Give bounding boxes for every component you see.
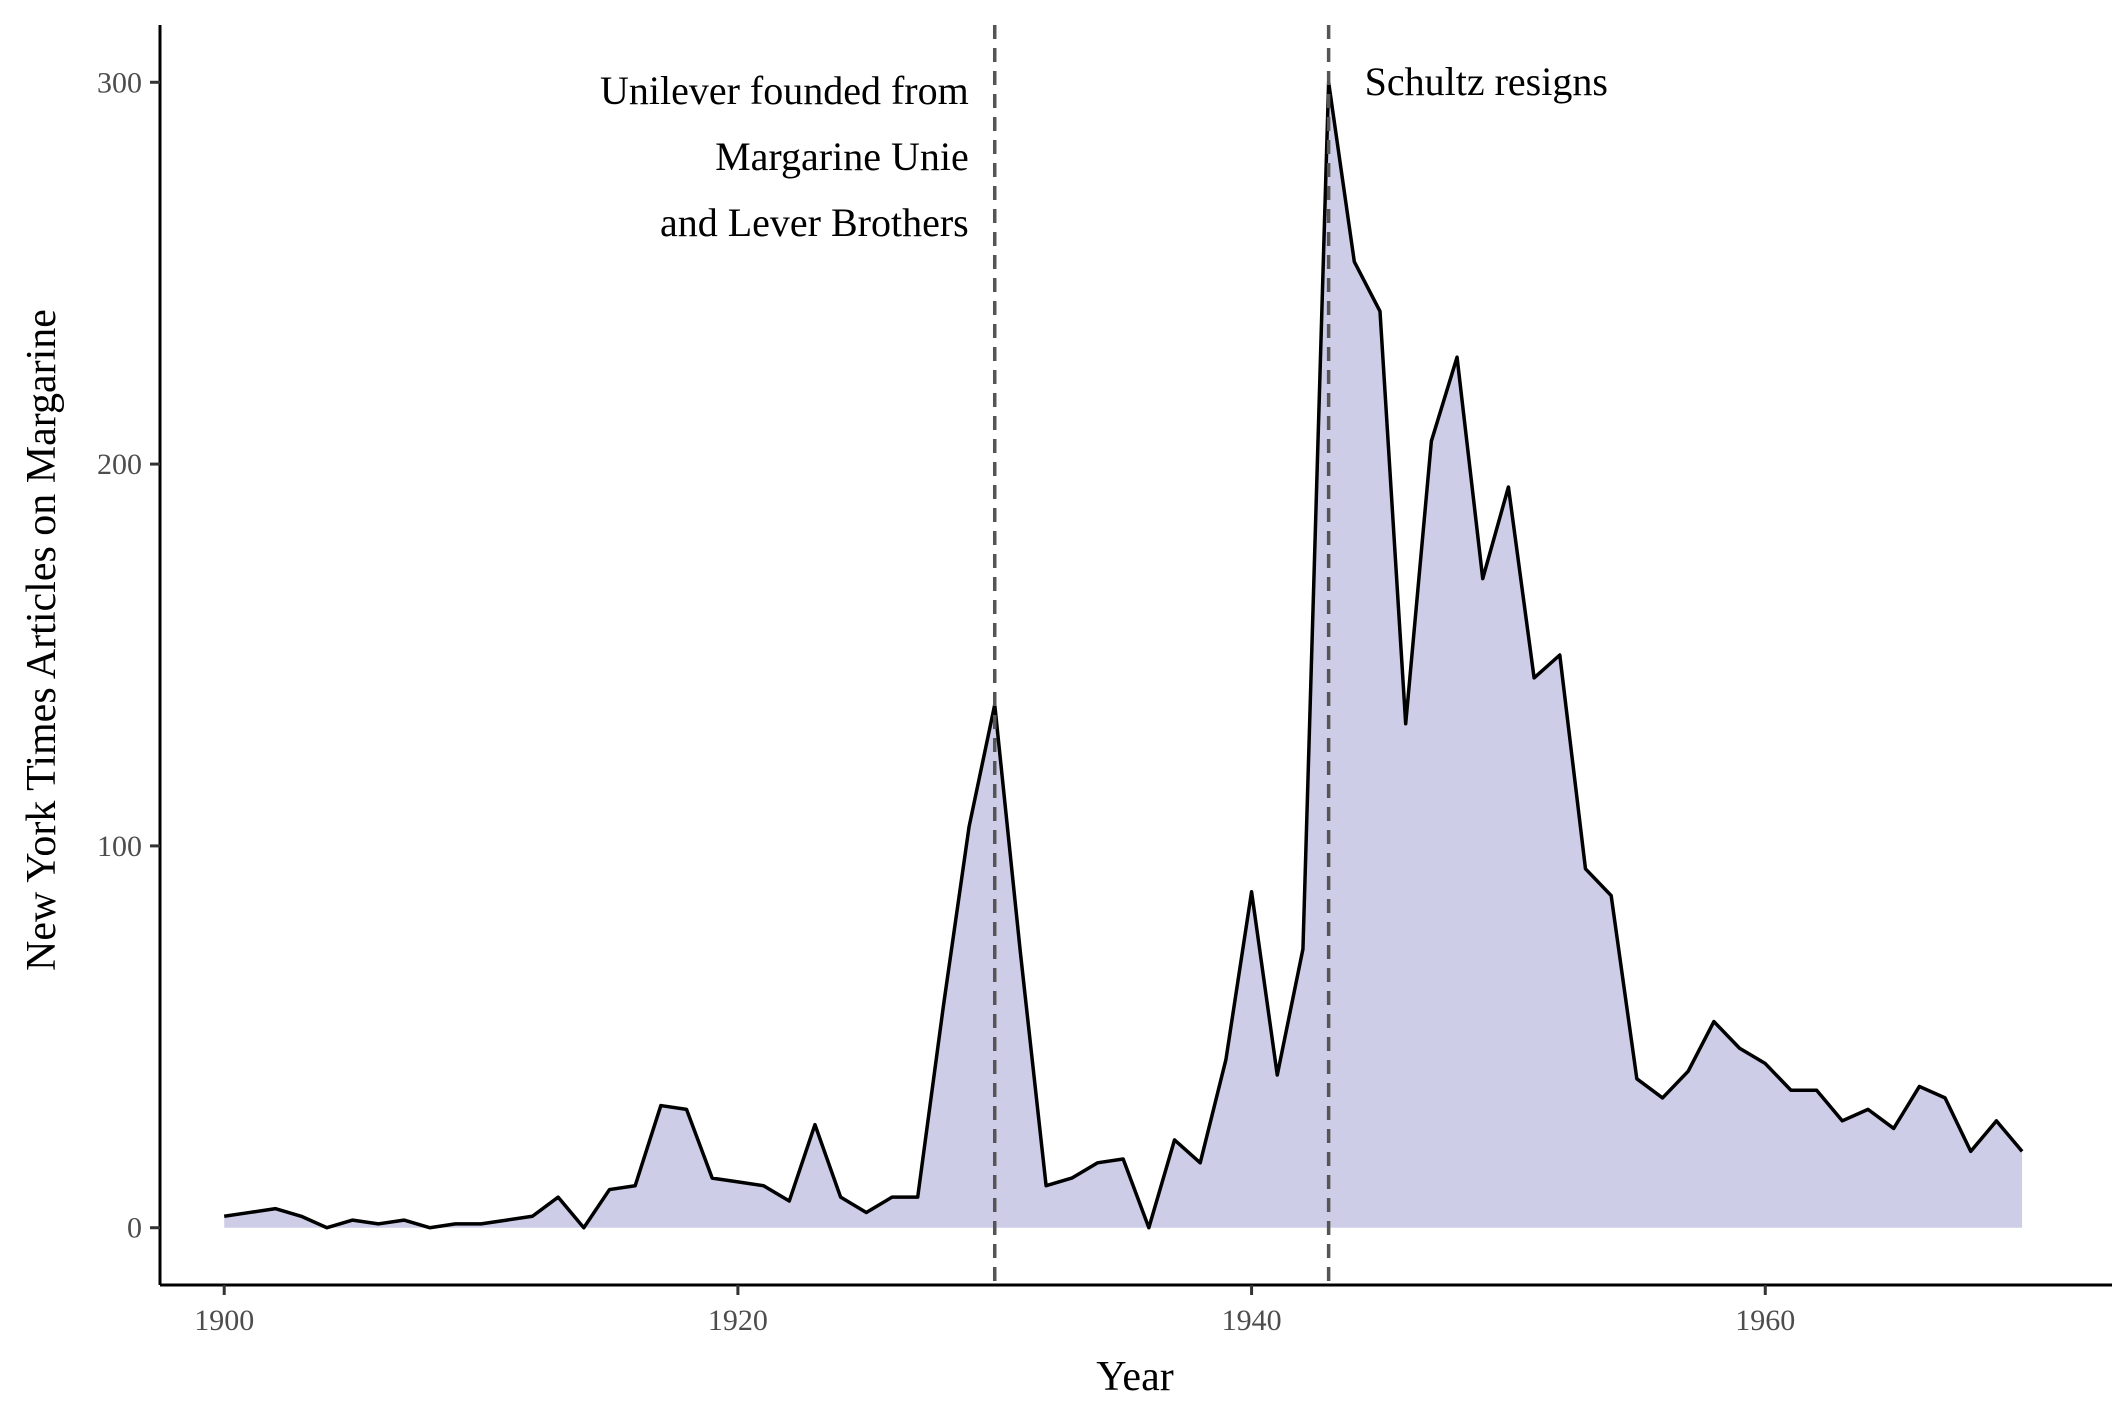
data-point-1915 (607, 1188, 611, 1192)
data-point-1955 (1635, 1077, 1639, 1081)
data-point-1963 (1840, 1119, 1844, 1123)
data-point-1926 (890, 1195, 894, 1199)
x-tick-label-1920: 1920 (708, 1304, 768, 1337)
data-point-1922 (787, 1199, 791, 1203)
data-point-1900 (222, 1214, 226, 1218)
data-point-1945 (1378, 309, 1382, 313)
data-point-1916 (633, 1184, 637, 1188)
data-point-1921 (762, 1184, 766, 1188)
series-line (223, 80, 2024, 1230)
y-tick-label-0: 0 (127, 1212, 142, 1245)
data-point-1925 (864, 1210, 868, 1214)
data-point-1944 (1352, 260, 1356, 264)
x-tick-label-1940: 1940 (1222, 1304, 1282, 1337)
data-point-1933 (1070, 1176, 1074, 1180)
data-point-1910 (479, 1222, 483, 1226)
data-point-1970 (2020, 1149, 2024, 1153)
data-point-1954 (1609, 894, 1613, 898)
label-layer: Unilever founded from Margarine Unie and L… (600, 59, 1608, 245)
data-point-1919 (710, 1176, 714, 1180)
data-point-1932 (1044, 1184, 1048, 1188)
data-point-1941 (1275, 1073, 1279, 1077)
data-point-1914 (582, 1226, 586, 1230)
data-point-1957 (1686, 1069, 1690, 1073)
data-point-1927 (916, 1195, 920, 1199)
data-point-1929 (967, 825, 971, 829)
data-point-1912 (530, 1214, 534, 1218)
data-point-1920 (736, 1180, 740, 1184)
data-point-1924 (839, 1195, 843, 1199)
data-point-1902 (274, 1207, 278, 1211)
x-tick-label-1960: 1960 (1735, 1304, 1795, 1337)
annotation-unilever-line-3: and Lever Brothers (660, 200, 969, 245)
data-point-1905 (351, 1218, 355, 1222)
data-point-1906 (376, 1222, 380, 1226)
data-point-1942 (1301, 947, 1305, 951)
data-point-1947 (1429, 439, 1433, 443)
x-axis-title: Year (1096, 1354, 1173, 1400)
area-fill (224, 82, 2023, 1228)
y-tick-label-300: 300 (97, 66, 142, 99)
data-point-1961 (1789, 1088, 1793, 1092)
data-point-1917 (659, 1104, 663, 1108)
data-point-1965 (1892, 1126, 1896, 1130)
data-point-1901 (248, 1210, 252, 1214)
data-point-1969 (1994, 1119, 1998, 1123)
data-point-1935 (1121, 1157, 1125, 1161)
data-point-1952 (1558, 653, 1562, 657)
y-tick-label-100: 100 (97, 830, 142, 863)
data-point-1948 (1455, 355, 1459, 359)
data-point-1962 (1815, 1088, 1819, 1092)
data-point-1911 (505, 1218, 509, 1222)
data-point-1908 (428, 1226, 432, 1230)
data-point-1938 (1198, 1161, 1202, 1165)
data-point-1903 (299, 1214, 303, 1218)
data-point-1966 (1917, 1084, 1921, 1088)
data-point-1940 (1250, 890, 1254, 894)
data-point-1956 (1661, 1096, 1665, 1100)
line-layer (222, 80, 2024, 1230)
data-point-1960 (1763, 1062, 1767, 1066)
data-point-1934 (1095, 1161, 1099, 1165)
y-axis-title: New York Times Articles on Margarine (19, 309, 65, 971)
data-point-1923 (813, 1123, 817, 1127)
area-layer (224, 82, 2023, 1228)
data-point-1918 (685, 1107, 689, 1111)
annotation-schultz: Schultz resigns (1365, 59, 1608, 104)
data-point-1928 (941, 1004, 945, 1008)
data-point-1904 (325, 1226, 329, 1230)
data-point-1949 (1481, 577, 1485, 581)
data-point-1951 (1532, 676, 1536, 680)
vline-layer (992, 25, 1331, 1285)
data-point-1907 (402, 1218, 406, 1222)
data-point-1937 (1173, 1138, 1177, 1142)
data-point-1968 (1969, 1149, 1973, 1153)
y-tick-label-200: 200 (97, 448, 142, 481)
annotation-unilever-line-2: Margarine Unie (715, 134, 969, 179)
data-point-1950 (1506, 485, 1510, 489)
data-point-1958 (1712, 1020, 1716, 1024)
data-point-1909 (453, 1222, 457, 1226)
data-point-1967 (1943, 1096, 1947, 1100)
data-point-1959 (1738, 1046, 1742, 1050)
data-point-1964 (1866, 1107, 1870, 1111)
axis-layer: 0 100 200 300 1900 1920 1940 1960 (97, 25, 2112, 1337)
data-point-1913 (556, 1195, 560, 1199)
data-point-1946 (1404, 722, 1408, 726)
annotation-unilever-line-1: Unilever founded from (600, 68, 969, 113)
x-tick-label-1900: 1900 (194, 1304, 254, 1337)
data-point-1936 (1147, 1226, 1151, 1230)
data-point-1953 (1583, 867, 1587, 871)
data-point-1939 (1224, 1058, 1228, 1062)
data-point-1931 (1018, 951, 1022, 955)
